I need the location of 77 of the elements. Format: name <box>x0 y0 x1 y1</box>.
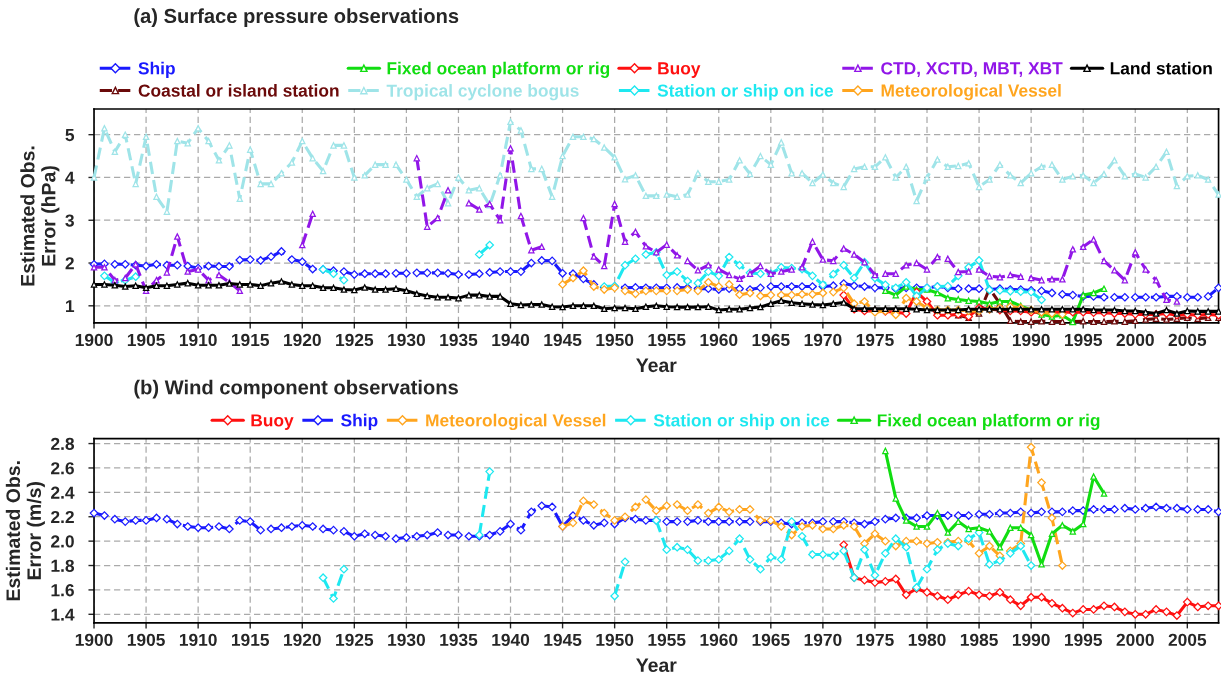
x-tick-label: 1915 <box>231 333 270 347</box>
x-tick-label: 2005 <box>1168 633 1207 647</box>
y-tick-label: 1.6 <box>51 584 74 597</box>
x-tick-label: 1965 <box>752 333 790 347</box>
x-axis-title: Year <box>636 358 677 373</box>
x-tick-label: 1930 <box>388 633 425 647</box>
y-tick-label: 4 <box>65 171 75 184</box>
x-tick-label: 1935 <box>440 333 478 347</box>
x-tick-label: 1990 <box>1012 633 1050 647</box>
x-tick-label: 1905 <box>127 633 165 647</box>
x-tick-label: 1955 <box>648 633 686 647</box>
x-tick-label: 1920 <box>284 633 321 647</box>
y-axis-title: Estimated Obs. Error (m/s) <box>5 461 45 601</box>
legend-label: Fixed ocean platform or rig <box>877 413 1100 431</box>
y-tick-label: 1.4 <box>51 608 75 621</box>
x-tick-label: 1925 <box>336 333 374 347</box>
x-tick-label: 1945 <box>544 633 582 647</box>
x-tick-label: 1940 <box>492 633 530 647</box>
x-tick-label: 1980 <box>908 333 946 347</box>
legend-label: Ship <box>341 413 378 430</box>
y-axis-title: Estimated Obs. Error (hPa) <box>20 146 60 286</box>
x-tick-label: 1955 <box>648 333 686 347</box>
y-tick-label: 1 <box>66 300 75 313</box>
x-tick-label: 2000 <box>1116 633 1154 647</box>
x-tick-label: 1995 <box>1064 633 1103 647</box>
x-tick-label: 1975 <box>856 633 894 647</box>
x-tick-label: 1905 <box>127 333 165 347</box>
legend-label: Buoy <box>251 414 294 430</box>
x-tick-label: 1985 <box>960 333 998 347</box>
y-tick-label: 2.4 <box>51 486 75 499</box>
chart-title: (a) Surface pressure observations <box>134 8 459 28</box>
x-tick-label: 1965 <box>752 633 790 647</box>
x-tick-label: 1960 <box>700 333 738 347</box>
legend-label: Meteorological Vessel <box>881 83 1061 101</box>
x-tick-label: 1945 <box>544 333 582 347</box>
x-tick-label: 1970 <box>804 333 842 347</box>
x-tick-label: 1910 <box>179 633 217 647</box>
x-tick-label: 1900 <box>75 333 113 347</box>
x-tick-label: 1975 <box>856 333 894 347</box>
x-tick-label: 1900 <box>75 633 113 647</box>
y-tick-label: 2 <box>65 257 74 270</box>
legend-label: Buoy <box>658 62 701 78</box>
y-tick-label: 5 <box>65 129 75 142</box>
legend-label: Coastal or island station <box>138 83 339 97</box>
y-tick-label: 1.8 <box>51 559 75 572</box>
legend-label: Station or ship on ice <box>653 413 830 430</box>
x-tick-label: 1920 <box>284 333 321 347</box>
x-tick-label: 1985 <box>960 633 998 647</box>
x-tick-label: 1950 <box>596 333 634 347</box>
x-tick-label: 1970 <box>804 633 842 647</box>
x-axis-title: Year <box>636 658 677 673</box>
x-tick-label: 1980 <box>908 633 946 647</box>
y-tick-label: 2.6 <box>51 462 74 475</box>
y-tick-label: 2.8 <box>51 437 75 451</box>
chart-title: (b) Wind component observations <box>134 379 458 399</box>
legend-label: Ship <box>138 61 175 78</box>
legend-label: CTD, XCTD, MBT, XBT <box>881 62 1063 77</box>
x-tick-label: 2005 <box>1168 333 1207 347</box>
legend-label: Meteorological Vessel <box>426 413 606 431</box>
x-tick-label: 1910 <box>179 333 217 347</box>
y-tick-label: 3 <box>65 214 74 227</box>
x-tick-label: 1925 <box>336 633 374 647</box>
x-tick-label: 1935 <box>440 633 478 647</box>
x-tick-label: 1960 <box>700 633 738 647</box>
x-tick-label: 1930 <box>388 333 425 347</box>
x-tick-label: 1940 <box>492 333 530 347</box>
legend-label: Fixed ocean platform or rig <box>387 61 610 78</box>
legend-label: Tropical cyclone bogus <box>386 84 579 101</box>
x-tick-label: 1995 <box>1064 333 1103 347</box>
x-tick-label: 1990 <box>1012 333 1050 347</box>
legend-label: Station or ship on ice <box>657 83 834 101</box>
x-tick-label: 1915 <box>231 633 270 647</box>
y-tick-label: 2.0 <box>51 535 74 548</box>
legend-label: Land station <box>1110 61 1212 75</box>
y-tick-label: 2.2 <box>51 510 74 524</box>
x-tick-label: 1950 <box>596 633 634 647</box>
x-tick-label: 2000 <box>1116 333 1154 347</box>
